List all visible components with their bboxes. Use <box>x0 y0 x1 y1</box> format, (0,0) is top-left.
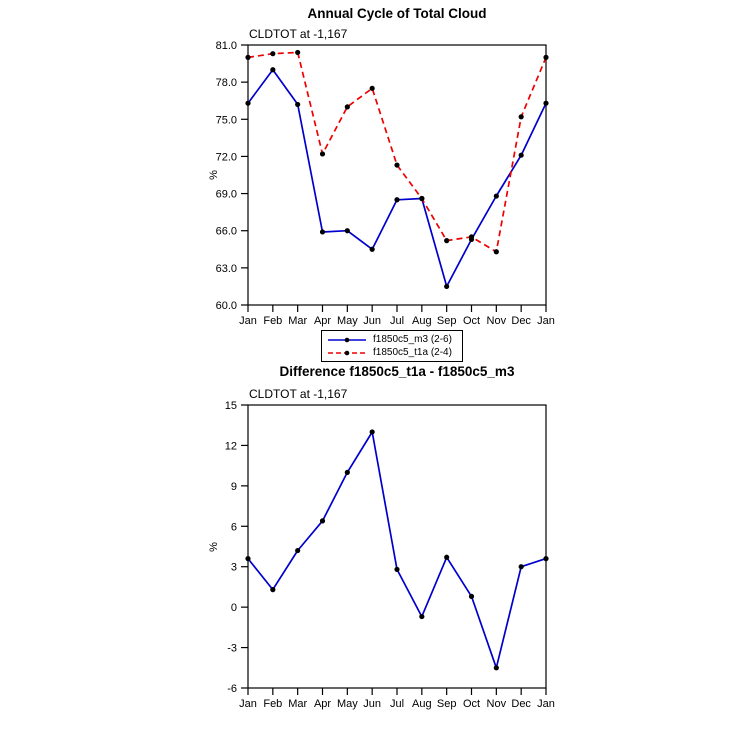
y-tick-label: 60.0 <box>216 300 237 312</box>
x-tick-label: Nov <box>487 698 507 710</box>
y-tick-label: 81.0 <box>216 40 237 52</box>
data-point-marker <box>295 101 301 108</box>
data-point-marker <box>468 234 475 240</box>
x-tick-label: Apr <box>314 315 331 327</box>
series-line-f1850c5-m3-2-6- <box>247 68 547 288</box>
top-chart-subtitle: CLDTOT at -1,167 <box>249 27 348 41</box>
y-tick-label: 66.0 <box>216 226 237 238</box>
data-point-marker <box>444 238 450 244</box>
x-tick-label: Feb <box>263 698 282 710</box>
top-chart-y-axis-label: % <box>208 170 220 180</box>
data-point-marker <box>319 229 326 235</box>
y-tick-label: 9 <box>231 481 237 493</box>
series-line-f1850c5-t1a-2-4- <box>247 51 547 253</box>
x-tick-label: May <box>337 315 358 327</box>
data-point-marker <box>493 665 499 671</box>
x-tick-label: Dec <box>511 315 531 327</box>
x-tick-label: Aug <box>412 698 432 710</box>
legend-item-m3: f1850c5_m3 (2-6) <box>326 333 458 346</box>
data-point-marker <box>245 100 251 106</box>
data-point-marker <box>394 566 400 573</box>
x-tick-label: Jun <box>363 315 381 327</box>
data-point-marker <box>518 114 524 120</box>
data-point-marker <box>518 152 524 158</box>
y-tick-label: 0 <box>231 602 237 614</box>
x-tick-label: Apr <box>314 698 331 710</box>
y-tick-label: 6 <box>231 521 237 533</box>
data-point-marker <box>543 54 549 60</box>
bottom-chart-subtitle: CLDTOT at -1,167 <box>249 387 348 401</box>
data-point-marker <box>419 613 425 620</box>
plot-frame <box>247 44 547 306</box>
x-tick-label: Mar <box>288 698 307 710</box>
x-tick-label: Sep <box>437 315 457 327</box>
data-point-marker <box>543 100 549 106</box>
x-tick-label: Jul <box>390 698 404 710</box>
bottom-chart-y-axis-label: % <box>208 542 220 552</box>
data-point-marker <box>394 197 400 203</box>
data-point-marker <box>245 556 251 562</box>
y-tick-label: 15 <box>225 400 237 412</box>
y-tick-label: 63.0 <box>216 263 237 275</box>
data-point-marker <box>369 85 375 91</box>
y-tick-label: 78.0 <box>216 77 237 89</box>
data-point-marker <box>369 246 375 252</box>
y-tick-label: 12 <box>225 440 237 452</box>
data-point-marker <box>295 49 301 56</box>
legend-label-m3: f1850c5_m3 (2-6) <box>373 334 452 345</box>
x-tick-label: Feb <box>263 315 282 327</box>
data-point-marker <box>369 429 375 435</box>
data-point-marker <box>468 593 475 599</box>
legend: f1850c5_m3 (2-6) f1850c5_t1a (2-4) <box>321 330 463 362</box>
data-point-marker <box>344 228 350 234</box>
data-point-marker <box>295 547 301 554</box>
data-point-marker <box>344 104 350 110</box>
x-tick-label: Jul <box>390 315 404 327</box>
data-point-marker <box>493 249 499 255</box>
data-point-marker <box>493 193 499 199</box>
data-point-marker <box>319 518 326 524</box>
x-tick-label: Mar <box>288 315 307 327</box>
y-tick-label: -3 <box>227 643 237 655</box>
data-point-marker <box>394 162 400 168</box>
y-tick-label: 72.0 <box>216 151 237 163</box>
data-point-marker <box>543 556 549 562</box>
data-point-marker <box>270 67 276 73</box>
x-tick-label: Oct <box>463 315 480 327</box>
y-tick-label: 75.0 <box>216 114 237 126</box>
x-tick-label: Jan <box>537 315 555 327</box>
data-point-marker <box>245 54 251 60</box>
x-tick-label: Jan <box>239 315 257 327</box>
x-tick-label: Jun <box>363 698 381 710</box>
x-tick-label: Jan <box>239 698 257 710</box>
x-tick-label: Oct <box>463 698 480 710</box>
x-tick-label: Jan <box>537 698 555 710</box>
legend-line-m3-icon <box>328 337 366 342</box>
x-tick-label: Aug <box>412 315 432 327</box>
top-chart-title: Annual Cycle of Total Cloud <box>307 6 487 21</box>
y-tick-label: 69.0 <box>216 189 237 201</box>
x-tick-label: May <box>337 698 358 710</box>
data-point-marker <box>344 469 350 475</box>
y-tick-label: -6 <box>227 683 237 695</box>
data-point-marker <box>518 564 524 570</box>
bottom-chart-title: Difference f1850c5_t1a - f1850c5_m3 <box>279 364 515 379</box>
legend-label-t1a: f1850c5_t1a (2-4) <box>373 347 452 358</box>
series-line-f1850c5-t1a-f1850c5-m3 <box>247 431 547 669</box>
x-tick-label: Sep <box>437 698 457 710</box>
legend-item-t1a: f1850c5_t1a (2-4) <box>326 346 458 359</box>
legend-line-t1a-icon <box>328 350 366 355</box>
x-tick-label: Dec <box>511 698 531 710</box>
data-point-marker <box>270 51 276 57</box>
data-point-marker <box>444 554 450 560</box>
data-point-marker <box>419 195 425 202</box>
data-point-marker <box>319 151 326 157</box>
x-tick-label: Nov <box>487 315 507 327</box>
y-tick-label: 3 <box>231 562 237 574</box>
data-point-marker <box>270 587 276 593</box>
data-point-marker <box>444 283 450 290</box>
